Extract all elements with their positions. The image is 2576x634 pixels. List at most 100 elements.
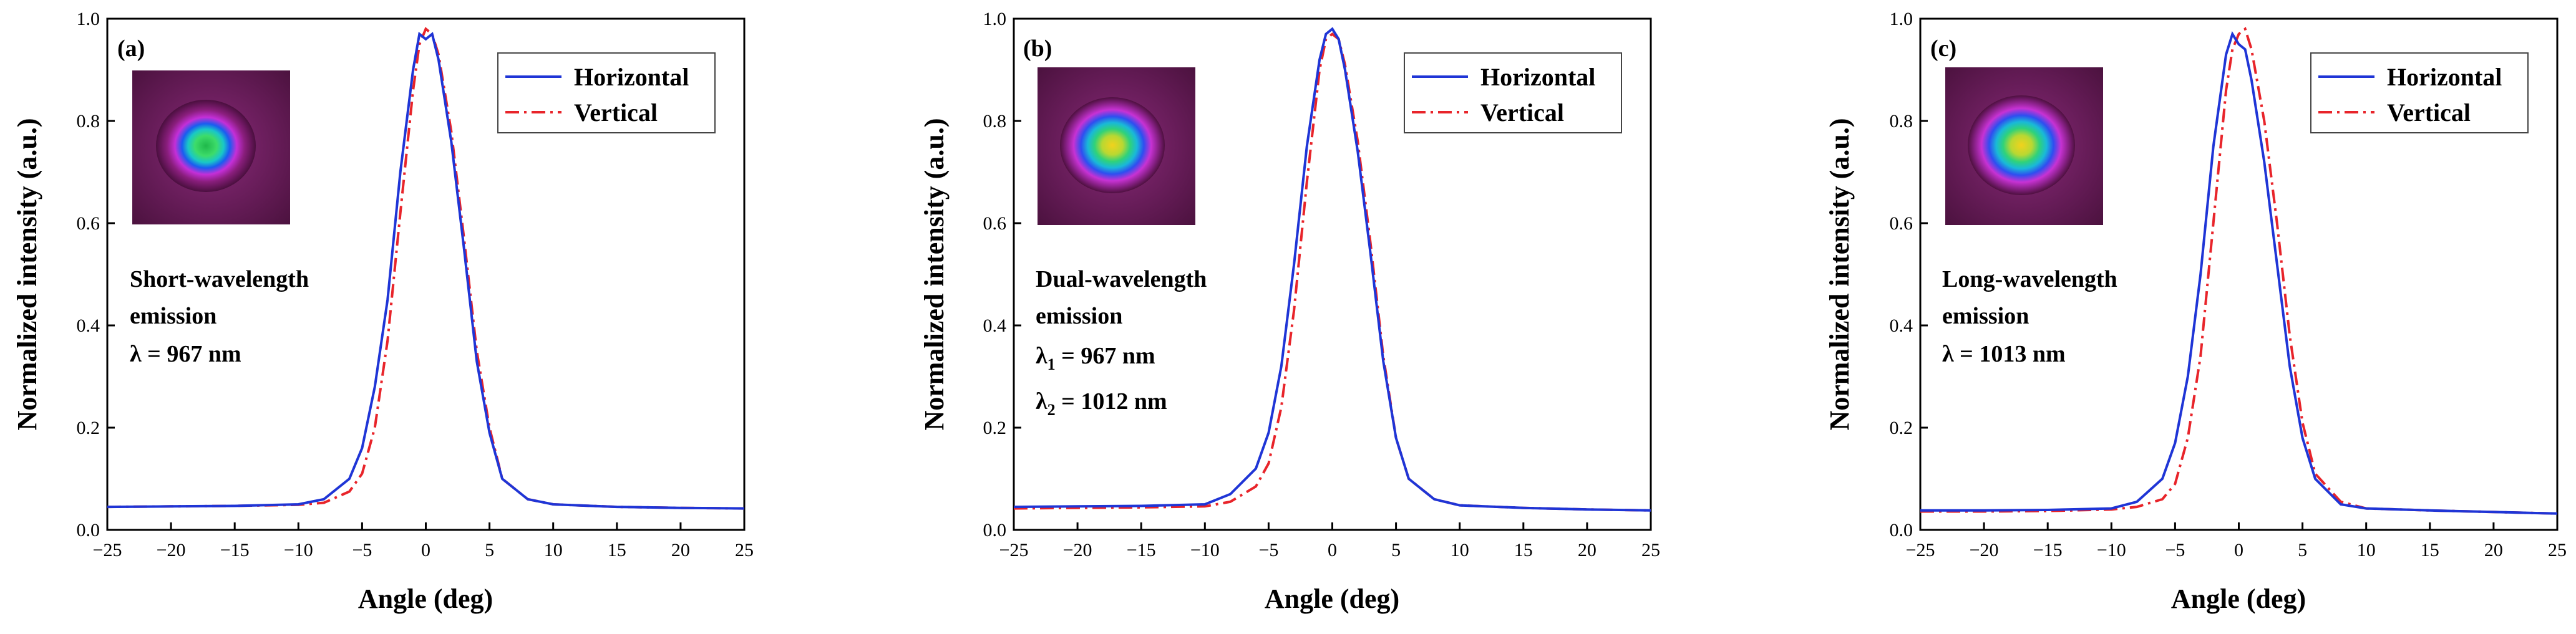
x-tick-label: −10 (284, 540, 313, 560)
x-tick-label: 0 (2234, 540, 2243, 560)
legend-label-vertical: Vertical (1480, 98, 1564, 127)
x-tick-label: 10 (1451, 540, 1469, 560)
x-tick-label: 20 (1578, 540, 1597, 560)
panel-label: (a) (117, 36, 145, 62)
x-tick-label: −5 (352, 540, 372, 560)
x-tick-label: 15 (608, 540, 626, 560)
x-axis-title: Angle (deg) (2171, 584, 2306, 614)
x-ticks: −25 −20 −15 −10 −5 0 5 10 15 20 25 (93, 522, 754, 560)
x-ticks: −25 −20 −15 −10 −5 0 5 10 15 20 25 (1906, 522, 2567, 560)
x-tick-label: −25 (999, 540, 1029, 560)
svg-text:λ2 = 1012 nm: λ2 = 1012 nm (1036, 388, 1167, 419)
y-axis-title: Normalized intensity (a.u.) (1824, 118, 1855, 430)
panel-label: (b) (1023, 36, 1052, 62)
beam-inset (1038, 67, 1195, 225)
series-line-horizontal (107, 31, 745, 510)
series-line-vertical (1013, 32, 1651, 512)
svg-text:λ = 1013 nm: λ = 1013 nm (1942, 341, 2066, 367)
svg-text:Short-wavelength: Short-wavelength (130, 266, 309, 292)
series-horizontal (1013, 27, 1651, 512)
y-axis-title: Normalized intensity (a.u.) (12, 118, 42, 430)
annotation: Long-wavelength emission λ = 1013 nm (1942, 266, 2117, 367)
x-tick-label: −5 (2165, 540, 2185, 560)
y-tick-label: 0.4 (77, 315, 100, 336)
x-tick-label: 10 (544, 540, 563, 560)
y-tick-label: 0.2 (77, 418, 100, 438)
panel-b: 0.0 0.2 0.4 0.6 0.8 1.0 −25 −20 −15 −10 −5 0 5 10 15 2… (919, 9, 1660, 614)
y-ticks: 0.0 0.2 0.4 0.6 0.8 1.0 (983, 9, 1021, 540)
x-tick-label: 25 (2548, 540, 2567, 560)
y-tick-label: 1.0 (1890, 9, 1913, 29)
x-tick-label: −5 (1258, 540, 1278, 560)
x-tick-label: 0 (421, 540, 430, 560)
x-tick-label: −10 (1190, 540, 1220, 560)
y-ticks: 0.0 0.2 0.4 0.6 0.8 1.0 (77, 9, 115, 540)
y-tick-label: 0.8 (983, 111, 1007, 132)
panel-label: (c) (1930, 36, 1956, 62)
y-tick-label: 0.0 (983, 520, 1007, 540)
legend: Horizontal Vertical (2310, 52, 2529, 133)
y-tick-label: 0.6 (1890, 213, 1913, 234)
y-tick-label: 1.0 (983, 9, 1007, 29)
y-tick-label: 1.0 (77, 9, 100, 29)
x-tick-label: 20 (2484, 540, 2503, 560)
legend-label-horizontal: Horizontal (1480, 63, 1595, 91)
x-tick-label: 15 (1514, 540, 1533, 560)
svg-text:emission: emission (130, 303, 216, 329)
svg-text:emission: emission (1036, 303, 1122, 329)
y-tick-label: 0.0 (1890, 520, 1913, 540)
x-tick-label: 5 (1391, 540, 1401, 560)
x-tick-label: 0 (1328, 540, 1337, 560)
x-tick-label: 20 (671, 540, 690, 560)
beam-inset (132, 70, 290, 224)
series-line-horizontal (1920, 31, 2558, 515)
legend-label-horizontal: Horizontal (2387, 63, 2502, 91)
y-tick-label: 0.0 (77, 520, 100, 540)
y-tick-label: 0.4 (983, 315, 1007, 336)
legend: Horizontal Vertical (1404, 52, 1622, 133)
svg-text:Long-wavelength: Long-wavelength (1942, 266, 2117, 292)
svg-text:Dual-wavelength: Dual-wavelength (1036, 266, 1207, 292)
svg-text:λ1 = 967 nm: λ1 = 967 nm (1036, 343, 1155, 373)
x-tick-label: −20 (1970, 540, 1999, 560)
x-tick-label: −15 (1127, 540, 1156, 560)
annotation: Short-wavelength emission λ = 967 nm (130, 266, 309, 367)
x-tick-label: 5 (2298, 540, 2307, 560)
x-tick-label: −15 (2033, 540, 2063, 560)
series-horizontal (1920, 31, 2558, 515)
y-tick-label: 0.2 (983, 418, 1007, 438)
legend-label-horizontal: Horizontal (574, 63, 689, 91)
y-tick-label: 0.2 (1890, 418, 1913, 438)
series-horizontal (107, 31, 745, 510)
series-vertical (1013, 32, 1651, 512)
y-tick-label: 0.6 (77, 213, 100, 234)
x-tick-label: −25 (93, 540, 122, 560)
beam-inset (1945, 67, 2103, 225)
y-ticks: 0.0 0.2 0.4 0.6 0.8 1.0 (1890, 9, 1928, 540)
x-tick-label: −15 (220, 540, 250, 560)
x-tick-label: 25 (1641, 540, 1660, 560)
y-tick-label: 0.8 (77, 111, 100, 132)
x-axis-title: Angle (deg) (1265, 584, 1399, 614)
annotation: Dual-wavelength emission λ1 = 967 nm λ2 … (1036, 266, 1207, 419)
y-tick-label: 0.4 (1890, 315, 1913, 336)
legend-label-vertical: Vertical (2387, 98, 2471, 127)
x-tick-label: 15 (2421, 540, 2439, 560)
x-tick-label: −20 (1063, 540, 1092, 560)
panel-a: 0.0 0.2 0.4 0.6 0.8 1.0 −25 −20 −15 −10 −5 0 5 10 15 2… (12, 9, 754, 614)
svg-text:emission: emission (1942, 303, 2029, 329)
x-tick-label: −10 (2097, 540, 2126, 560)
series-vertical (1920, 27, 2558, 515)
x-tick-label: 10 (2357, 540, 2376, 560)
x-tick-label: −25 (1906, 540, 1935, 560)
x-axis-title: Angle (deg) (358, 584, 493, 614)
legend: Horizontal Vertical (497, 52, 716, 133)
series-line-horizontal (1013, 27, 1651, 512)
x-tick-label: 5 (485, 540, 494, 560)
panel-c: 0.0 0.2 0.4 0.6 0.8 1.0 −25 −20 −15 −10 −5 0 5 10 15 2… (1824, 9, 2567, 614)
legend-label-vertical: Vertical (574, 98, 658, 127)
svg-text:λ = 967 nm: λ = 967 nm (130, 341, 241, 367)
x-tick-label: −20 (157, 540, 186, 560)
x-ticks: −25 −20 −15 −10 −5 0 5 10 15 20 25 (999, 522, 1660, 560)
